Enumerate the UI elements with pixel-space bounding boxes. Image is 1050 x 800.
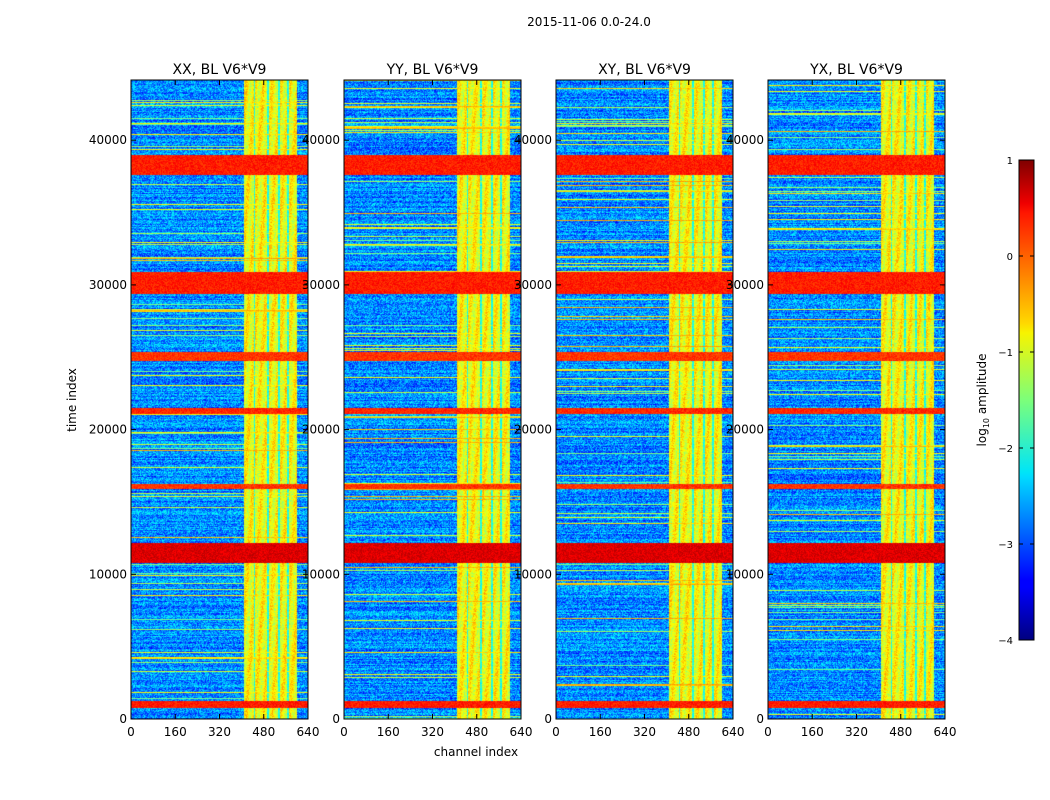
y-tick-label-3-4: 40000 [514,133,552,147]
panel-title-1: XX, BL V6*V9 [173,62,267,78]
y-tick-label-2-1: 10000 [302,567,340,581]
x-tick-label-3-1: 160 [589,725,612,739]
x-tick-label-2-0: 0 [340,725,348,739]
x-tick-label-1-4: 640 [297,725,320,739]
colorbar-tick-label-0: 1 [1007,156,1013,167]
y-axis-label: time index [65,368,79,432]
x-tick-label-4-2: 320 [845,725,868,739]
panel-3: XY, BL V6*V9 0 160 320 480 640 0 10000 20000 3000… [514,62,745,739]
panel-title-3: XY, BL V6*V9 [598,62,691,78]
x-tick-label-1-0: 0 [127,725,135,739]
y-tick-label-4-2: 20000 [726,423,764,437]
y-tick-label-2-3: 30000 [302,278,340,292]
colorbar-tick-label-3: −2 [998,444,1013,455]
x-tick-label-1-3: 480 [252,725,275,739]
colorbar-tick-label-2: −1 [998,348,1013,359]
y-tick-label-3-2: 20000 [514,423,552,437]
x-tick-label-1-1: 160 [164,725,187,739]
panel-title-4: YX, BL V6*V9 [809,62,903,78]
x-tick-label-3-0: 0 [552,725,560,739]
panel-4: YX, BL V6*V9 0 160 320 480 640 0 10000 20000 3000… [726,62,957,739]
x-tick-label-2-4: 640 [510,725,533,739]
y-tick-label-1-4: 40000 [89,133,127,147]
x-tick-label-4-4: 640 [934,725,957,739]
y-tick-label-1-1: 10000 [89,567,127,581]
y-tick-label-3-3: 30000 [514,278,552,292]
panel-1: XX, BL V6*V9 0 160 320 480 640 0 10000 20000 3000… [89,62,320,739]
x-tick-label-2-3: 480 [465,725,488,739]
colorbar-gradient [1018,159,1035,641]
panel-title-2: YY, BL V6*V9 [386,62,479,78]
y-tick-label-2-0: 0 [332,712,340,726]
suptitle: 2015-11-06 0.0-24.0 [527,15,651,29]
y-tick-label-3-1: 10000 [514,567,552,581]
x-tick-label-4-3: 480 [889,725,912,739]
x-tick-label-2-1: 160 [377,725,400,739]
panel-2: YY, BL V6*V9 0 160 320 480 640 0 10000 20000 3000… [302,62,533,739]
y-tick-label-2-4: 40000 [302,133,340,147]
y-tick-label-1-3: 30000 [89,278,127,292]
heatmap-image-4 [768,80,945,719]
heatmap-image-1 [131,80,308,719]
x-tick-label-1-2: 320 [208,725,231,739]
y-tick-label-4-3: 30000 [726,278,764,292]
x-tick-label-4-1: 160 [801,725,824,739]
y-tick-label-4-1: 10000 [726,567,764,581]
y-tick-label-4-0: 0 [756,712,764,726]
x-tick-label-2-2: 320 [421,725,444,739]
colorbar-label: log10 amplitude [975,354,991,447]
y-tick-label-4-4: 40000 [726,133,764,147]
colorbar-tick-label-1: 0 [1007,252,1013,263]
heatmap-image-2 [344,80,521,719]
panels: XX, BL V6*V9 0 160 320 480 640 0 10000 20000 3000… [89,62,957,739]
y-tick-label-1-2: 20000 [89,423,127,437]
x-tick-label-3-4: 640 [722,725,745,739]
colorbar-tick-label-4: −3 [998,540,1013,551]
colorbar-tick-label-5: −4 [998,636,1013,647]
x-tick-label-3-2: 320 [633,725,656,739]
y-tick-label-2-2: 20000 [302,423,340,437]
x-tick-label-4-0: 0 [764,725,772,739]
y-tick-label-3-0: 0 [544,712,552,726]
x-axis-label: channel index [434,745,518,759]
colorbar: 1 0 −1 −2 −3 −4 log10 amplitude [975,156,1035,647]
heatmap-image-3 [556,80,733,719]
y-tick-label-1-0: 0 [119,712,127,726]
x-tick-label-3-3: 480 [677,725,700,739]
